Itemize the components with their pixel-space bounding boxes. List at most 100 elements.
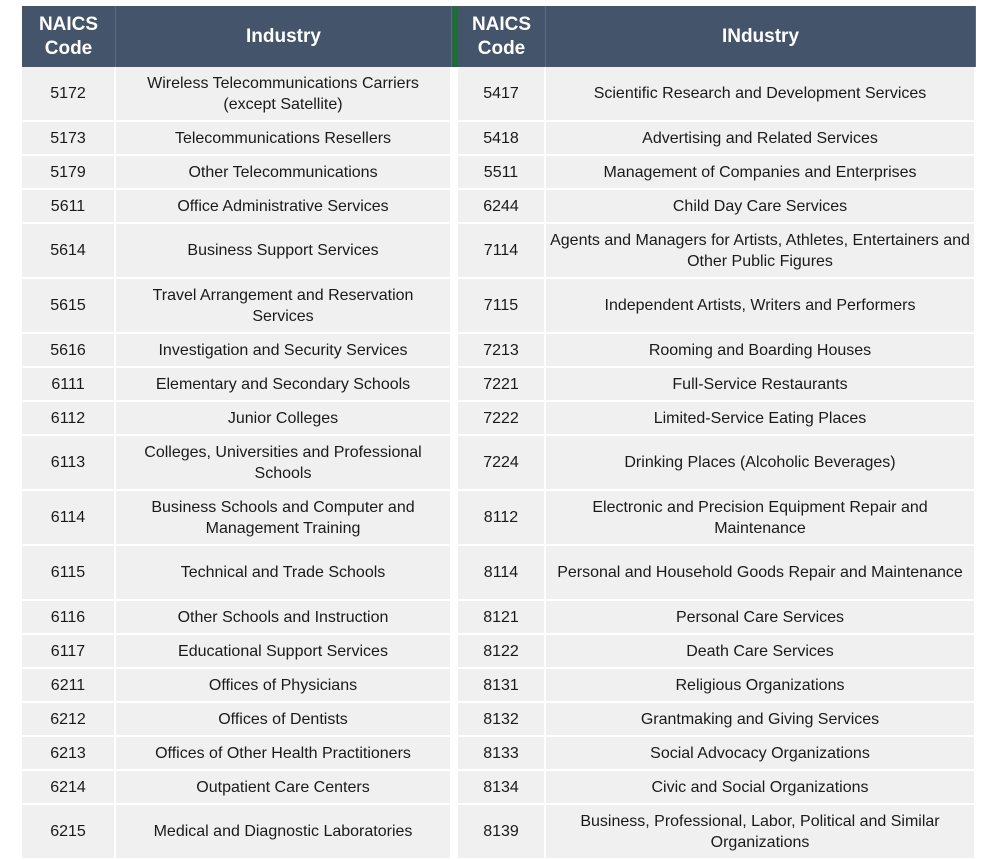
table-row: 6117 Educational Support Services 8122 Deat… bbox=[22, 635, 976, 669]
left-industry-cell: Investigation and Security Services bbox=[116, 334, 452, 368]
right-industry-cell: Religious Organizations bbox=[546, 669, 976, 703]
left-industry-cell: Technical and Trade Schools bbox=[116, 546, 452, 601]
left-naics-code-cell: 6114 bbox=[22, 491, 116, 546]
right-naics-code-cell: 7213 bbox=[452, 334, 546, 368]
right-industry-cell: Social Advocacy Organizations bbox=[546, 737, 976, 771]
right-industry-cell: Electronic and Precision Equipment Repai… bbox=[546, 491, 976, 546]
left-industry-cell: Elementary and Secondary Schools bbox=[116, 368, 452, 402]
table-row: 5179 Other Telecommunications 5511 Manageme… bbox=[22, 156, 976, 190]
right-industry-cell: Independent Artists, Writers and Perform… bbox=[546, 279, 976, 334]
table-row: 6214 Outpatient Care Centers 8134 Civic and… bbox=[22, 771, 976, 805]
left-industry-cell: Outpatient Care Centers bbox=[116, 771, 452, 805]
left-naics-code-cell: 6213 bbox=[22, 737, 116, 771]
table-row: 6116 Other Schools and Instruction 8121 Per… bbox=[22, 601, 976, 635]
left-industry-cell: Offices of Dentists bbox=[116, 703, 452, 737]
right-industry-cell: Limited-Service Eating Places bbox=[546, 402, 976, 436]
table-row: 6115 Technical and Trade Schools 8114 Perso… bbox=[22, 546, 976, 601]
table-header: NAICS Code Industry NAICS Code INdustry bbox=[22, 6, 976, 67]
right-industry-cell: Full-Service Restaurants bbox=[546, 368, 976, 402]
right-naics-code-cell: 5418 bbox=[452, 122, 546, 156]
left-naics-code-cell: 5172 bbox=[22, 67, 116, 122]
right-industry-cell: Personal and Household Goods Repair and … bbox=[546, 546, 976, 601]
table-row: 5172 Wireless Telecommunications Carriers… bbox=[22, 67, 976, 122]
left-naics-code-cell: 6214 bbox=[22, 771, 116, 805]
left-naics-code-cell: 6215 bbox=[22, 805, 116, 860]
table-row: 6212 Offices of Dentists 8132 Grantmaking a… bbox=[22, 703, 976, 737]
right-naics-code-cell: 8133 bbox=[452, 737, 546, 771]
right-naics-code-cell: 8114 bbox=[452, 546, 546, 601]
naics-industry-table: NAICS Code Industry NAICS Code INdustry … bbox=[22, 6, 976, 860]
left-industry-cell: Offices of Other Health Practitioners bbox=[116, 737, 452, 771]
right-industry-cell: Child Day Care Services bbox=[546, 190, 976, 224]
right-naics-code-cell: 7114 bbox=[452, 224, 546, 279]
table-row: 5615 Travel Arrangement and Reservation S… bbox=[22, 279, 976, 334]
left-naics-code-cell: 5179 bbox=[22, 156, 116, 190]
left-industry-cell: Business Schools and Computer and Manage… bbox=[116, 491, 452, 546]
left-industry-cell: Travel Arrangement and Reservation Servi… bbox=[116, 279, 452, 334]
left-industry-cell: Business Support Services bbox=[116, 224, 452, 279]
left-industry-cell: Other Telecommunications bbox=[116, 156, 452, 190]
left-naics-code-cell: 5616 bbox=[22, 334, 116, 368]
table-row: 5611 Office Administrative Services 6244 Ch… bbox=[22, 190, 976, 224]
table-row: 5614 Business Support Services 7114 Agents … bbox=[22, 224, 976, 279]
table-row: 6215 Medical and Diagnostic Laboratories 8… bbox=[22, 805, 976, 860]
right-industry-cell: Advertising and Related Services bbox=[546, 122, 976, 156]
right-naics-code-cell: 8139 bbox=[452, 805, 546, 860]
right-naics-code-cell: 6244 bbox=[452, 190, 546, 224]
right-naics-code-cell: 8122 bbox=[452, 635, 546, 669]
header-row: NAICS Code Industry NAICS Code INdustry bbox=[22, 6, 976, 67]
right-industry-cell: Civic and Social Organizations bbox=[546, 771, 976, 805]
left-industry-cell: Wireless Telecommunications Carriers (ex… bbox=[116, 67, 452, 122]
table-row: 6114 Business Schools and Computer and Ma… bbox=[22, 491, 976, 546]
right-industry-cell: Agents and Managers for Artists, Athlete… bbox=[546, 224, 976, 279]
left-industry-cell: Educational Support Services bbox=[116, 635, 452, 669]
left-naics-code-cell: 6116 bbox=[22, 601, 116, 635]
left-naics-code-cell: 6112 bbox=[22, 402, 116, 436]
table-body: 5172 Wireless Telecommunications Carriers… bbox=[22, 67, 976, 860]
left-naics-code-cell: 6115 bbox=[22, 546, 116, 601]
left-industry-cell: Medical and Diagnostic Laboratories bbox=[116, 805, 452, 860]
right-industry-cell: Business, Professional, Labor, Political… bbox=[546, 805, 976, 860]
table-row: 6112 Junior Colleges 7222 Limited-Service E… bbox=[22, 402, 976, 436]
left-industry-cell: Other Schools and Instruction bbox=[116, 601, 452, 635]
header-naics-code-left: NAICS Code bbox=[22, 6, 116, 67]
table-row: 5173 Telecommunications Resellers 5418 Adve… bbox=[22, 122, 976, 156]
right-naics-code-cell: 8132 bbox=[452, 703, 546, 737]
left-industry-cell: Telecommunications Resellers bbox=[116, 122, 452, 156]
left-naics-code-cell: 6117 bbox=[22, 635, 116, 669]
table-row: 6111 Elementary and Secondary Schools 7221… bbox=[22, 368, 976, 402]
right-naics-code-cell: 8112 bbox=[452, 491, 546, 546]
left-naics-code-cell: 6113 bbox=[22, 436, 116, 491]
table-row: 6213 Offices of Other Health Practitioner… bbox=[22, 737, 976, 771]
left-industry-cell: Office Administrative Services bbox=[116, 190, 452, 224]
naics-table-container: NAICS Code Industry NAICS Code INdustry … bbox=[22, 6, 976, 860]
left-naics-code-cell: 6212 bbox=[22, 703, 116, 737]
left-naics-code-cell: 6111 bbox=[22, 368, 116, 402]
left-naics-code-cell: 6211 bbox=[22, 669, 116, 703]
right-naics-code-cell: 8134 bbox=[452, 771, 546, 805]
right-naics-code-cell: 7224 bbox=[452, 436, 546, 491]
left-naics-code-cell: 5615 bbox=[22, 279, 116, 334]
left-industry-cell: Junior Colleges bbox=[116, 402, 452, 436]
right-industry-cell: Rooming and Boarding Houses bbox=[546, 334, 976, 368]
header-industry-left: Industry bbox=[116, 6, 452, 67]
left-naics-code-cell: 5173 bbox=[22, 122, 116, 156]
right-naics-code-cell: 8121 bbox=[452, 601, 546, 635]
right-naics-code-cell: 7222 bbox=[452, 402, 546, 436]
left-naics-code-cell: 5611 bbox=[22, 190, 116, 224]
header-industry-right: INdustry bbox=[546, 6, 976, 67]
right-industry-cell: Drinking Places (Alcoholic Beverages) bbox=[546, 436, 976, 491]
right-naics-code-cell: 7221 bbox=[452, 368, 546, 402]
header-naics-code-right: NAICS Code bbox=[452, 6, 546, 67]
right-industry-cell: Management of Companies and Enterprises bbox=[546, 156, 976, 190]
right-naics-code-cell: 7115 bbox=[452, 279, 546, 334]
table-row: 6113 Colleges, Universities and Professio… bbox=[22, 436, 976, 491]
right-industry-cell: Grantmaking and Giving Services bbox=[546, 703, 976, 737]
left-industry-cell: Offices of Physicians bbox=[116, 669, 452, 703]
right-naics-code-cell: 5511 bbox=[452, 156, 546, 190]
left-naics-code-cell: 5614 bbox=[22, 224, 116, 279]
right-industry-cell: Death Care Services bbox=[546, 635, 976, 669]
right-naics-code-cell: 8131 bbox=[452, 669, 546, 703]
right-industry-cell: Scientific Research and Development Serv… bbox=[546, 67, 976, 122]
right-industry-cell: Personal Care Services bbox=[546, 601, 976, 635]
